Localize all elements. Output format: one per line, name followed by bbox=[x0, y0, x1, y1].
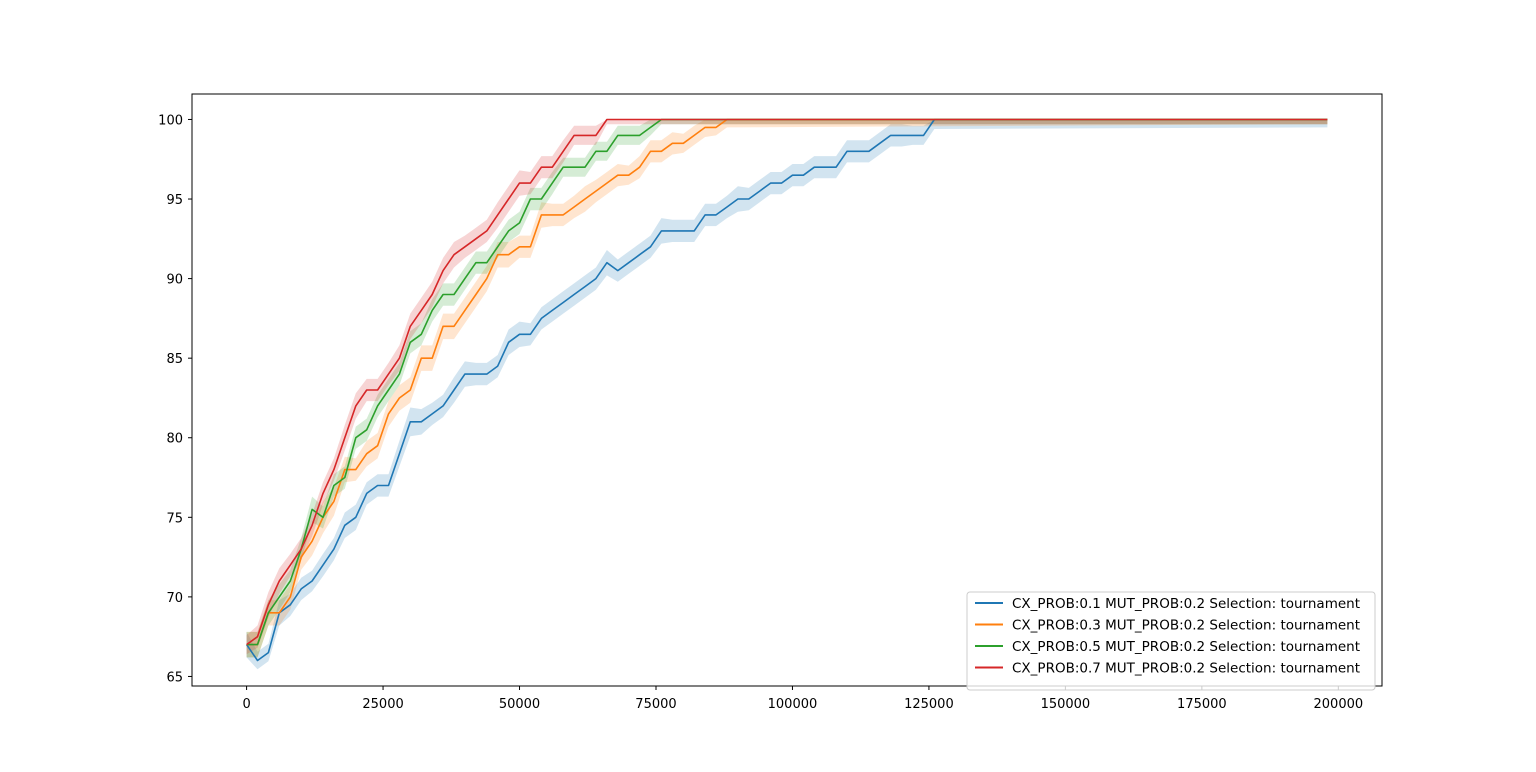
x-tick-label: 0 bbox=[242, 697, 250, 712]
y-tick-label: 75 bbox=[166, 511, 183, 526]
line-series-4 bbox=[246, 118, 1328, 646]
x-tick-label: 25000 bbox=[362, 697, 403, 712]
line-series-1 bbox=[245, 118, 1328, 662]
y-tick-label: 90 bbox=[166, 273, 183, 288]
x-tick-label: 50000 bbox=[499, 697, 540, 712]
confidence-bands bbox=[246, 119, 1328, 670]
x-tick-label: 150000 bbox=[1041, 697, 1091, 712]
x-tick-label: 200000 bbox=[1314, 697, 1364, 712]
x-tick-label: 75000 bbox=[635, 697, 676, 712]
x-tick-label: 125000 bbox=[904, 697, 954, 712]
line-series-2 bbox=[246, 118, 1328, 646]
line-series-3 bbox=[246, 118, 1328, 646]
legend-label-1: CX_PROB:0.1 MUT_PROB:0.2 Selection: tour… bbox=[1012, 596, 1360, 612]
band-series-2 bbox=[246, 119, 1328, 658]
legend-label-3: CX_PROB:0.5 MUT_PROB:0.2 Selection: tour… bbox=[1012, 639, 1360, 655]
y-axis: 65 70 75 80 85 90 95 100 bbox=[158, 113, 192, 685]
y-tick-label: 85 bbox=[166, 352, 183, 367]
y-tick-label: 65 bbox=[166, 670, 183, 685]
legend-label-2: CX_PROB:0.3 MUT_PROB:0.2 Selection: tour… bbox=[1012, 618, 1360, 634]
y-tick-label: 95 bbox=[166, 193, 183, 208]
series-lines bbox=[245, 118, 1328, 662]
x-tick-label: 100000 bbox=[768, 697, 818, 712]
legend: CX_PROB:0.1 MUT_PROB:0.2 Selection: tour… bbox=[966, 591, 1376, 691]
legend-box bbox=[966, 591, 1376, 691]
y-tick-label: 70 bbox=[166, 591, 183, 606]
plot-area-frame bbox=[191, 93, 1383, 687]
y-tick-label: 100 bbox=[158, 113, 183, 128]
legend-label-4: CX_PROB:0.7 MUT_PROB:0.2 Selection: tour… bbox=[1012, 661, 1360, 677]
y-tick-label: 80 bbox=[166, 432, 183, 447]
x-tick-label: 175000 bbox=[1177, 697, 1227, 712]
